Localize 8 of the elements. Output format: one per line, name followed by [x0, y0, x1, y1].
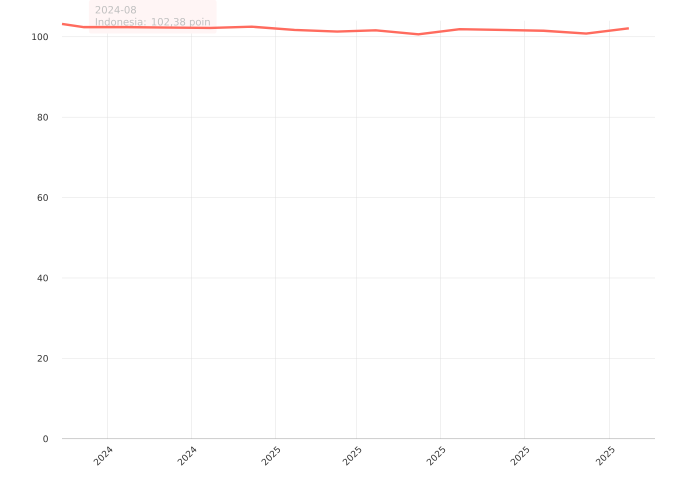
y-tick-label: 0: [43, 435, 48, 442]
y-tick-label: 20: [38, 355, 48, 362]
y-tick-label: 100: [32, 33, 48, 40]
y-tick-label: 60: [38, 194, 48, 202]
y-tick-label: 40: [37, 274, 48, 282]
y-tick-label: 80: [38, 114, 48, 121]
annotation: Indonesia: 102,38 poin: [96, 18, 210, 28]
text: 2024-08: [96, 6, 136, 14]
